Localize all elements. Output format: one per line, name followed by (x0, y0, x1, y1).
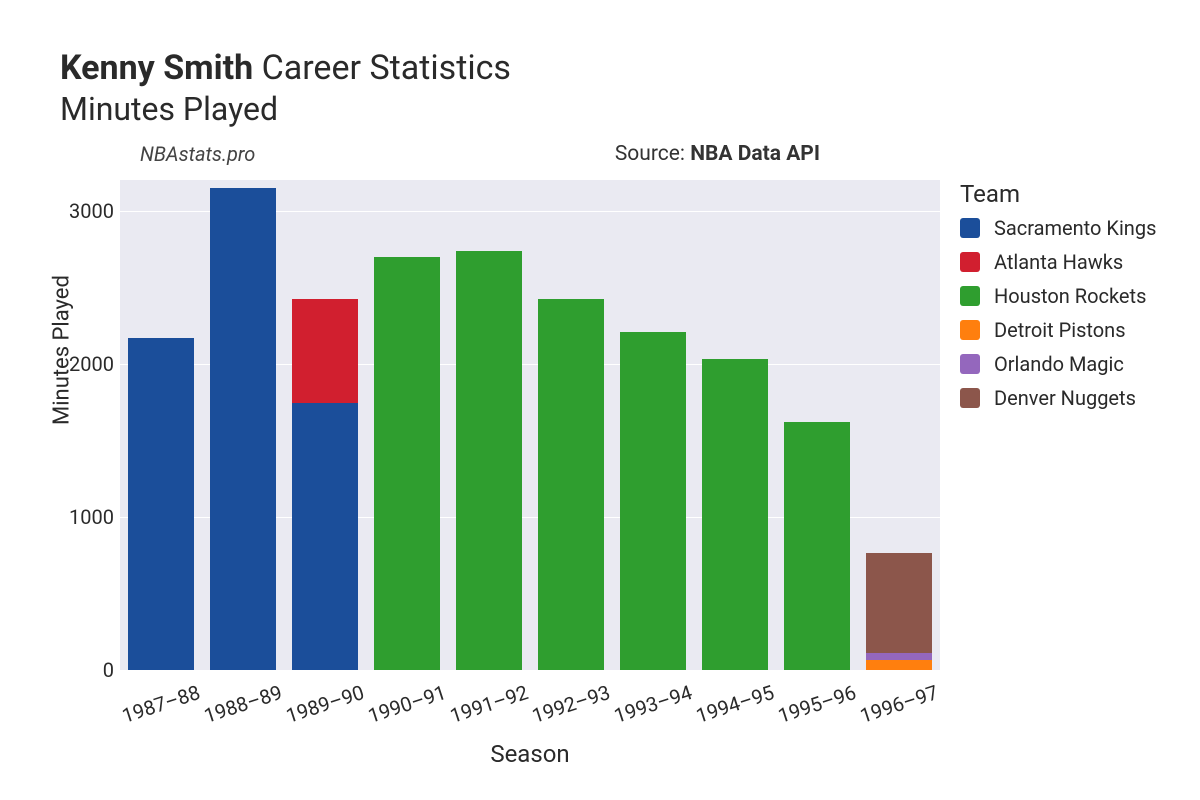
bar-segment (210, 188, 276, 670)
bar-segment (620, 332, 686, 670)
legend-label: Detroit Pistons (994, 318, 1126, 342)
x-tick-label: 1991–92 (447, 680, 531, 728)
x-tick-label: 1988–89 (201, 680, 285, 728)
bar-segment (866, 653, 932, 660)
legend-swatch (960, 218, 980, 238)
y-axis-label: Minutes Played (50, 275, 75, 425)
legend: Team Sacramento Kings Atlanta Hawks Housto… (960, 180, 1156, 420)
bar-segment (292, 299, 358, 402)
chart-title: Kenny Smith Career Statistics (60, 48, 1160, 88)
bar-segment (866, 660, 932, 670)
x-tick-label: 1989–90 (283, 680, 367, 728)
chart-subtitle: Minutes Played (60, 90, 1160, 128)
plot-area (120, 180, 940, 670)
x-tick-label: 1987–88 (119, 680, 203, 728)
title-rest: Career Statistics (253, 48, 511, 88)
x-axis-label-wrap: Season (120, 740, 940, 768)
legend-swatch (960, 286, 980, 306)
legend-swatch (960, 252, 980, 272)
y-tick-label: 2000 (60, 352, 114, 376)
source-text: Source: NBA Data API (615, 142, 820, 166)
legend-swatch (960, 320, 980, 340)
legend-swatch (960, 388, 980, 408)
legend-item: Orlando Magic (960, 352, 1156, 376)
x-axis-label: Season (490, 740, 569, 768)
x-tick-label: 1992–93 (529, 680, 613, 728)
bar-segment (374, 257, 440, 670)
legend-label: Atlanta Hawks (994, 250, 1123, 274)
legend-label: Denver Nuggets (994, 386, 1136, 410)
x-tick-label: 1994–95 (693, 680, 777, 728)
title-block: Kenny Smith Career Statistics Minutes Pl… (60, 48, 1160, 128)
legend-item: Detroit Pistons (960, 318, 1156, 342)
watermark-text: NBAstats.pro (140, 142, 255, 166)
legend-item: Houston Rockets (960, 284, 1156, 308)
legend-swatch (960, 354, 980, 374)
x-tick-label: 1995–96 (775, 680, 859, 728)
legend-item: Denver Nuggets (960, 386, 1156, 410)
legend-label: Orlando Magic (994, 352, 1124, 376)
y-tick-label: 3000 (60, 199, 114, 223)
legend-label: Sacramento Kings (994, 216, 1156, 240)
legend-title: Team (960, 180, 1156, 208)
bar-segment (784, 422, 850, 670)
legend-label: Houston Rockets (994, 284, 1146, 308)
bar-segment (456, 251, 522, 670)
chart-container: Kenny Smith Career Statistics Minutes Pl… (0, 0, 1200, 800)
y-tick-label: 1000 (60, 505, 114, 529)
bar-segment (702, 359, 768, 670)
bar-segment (292, 403, 358, 671)
x-tick-label: 1996–97 (857, 680, 941, 728)
title-bold: Kenny Smith (60, 48, 253, 88)
x-tick-label: 1990–91 (365, 680, 449, 728)
source-name: NBA Data API (690, 142, 820, 166)
bar-segment (866, 553, 932, 653)
gridline (120, 670, 940, 671)
legend-item: Atlanta Hawks (960, 250, 1156, 274)
y-tick-label: 0 (60, 658, 114, 682)
annotations-row: NBAstats.pro Source: NBA Data API (60, 138, 1160, 174)
legend-item: Sacramento Kings (960, 216, 1156, 240)
x-tick-label: 1993–94 (611, 680, 695, 728)
source-prefix: Source: (615, 142, 690, 166)
bar-segment (128, 338, 194, 670)
bar-segment (538, 299, 604, 670)
